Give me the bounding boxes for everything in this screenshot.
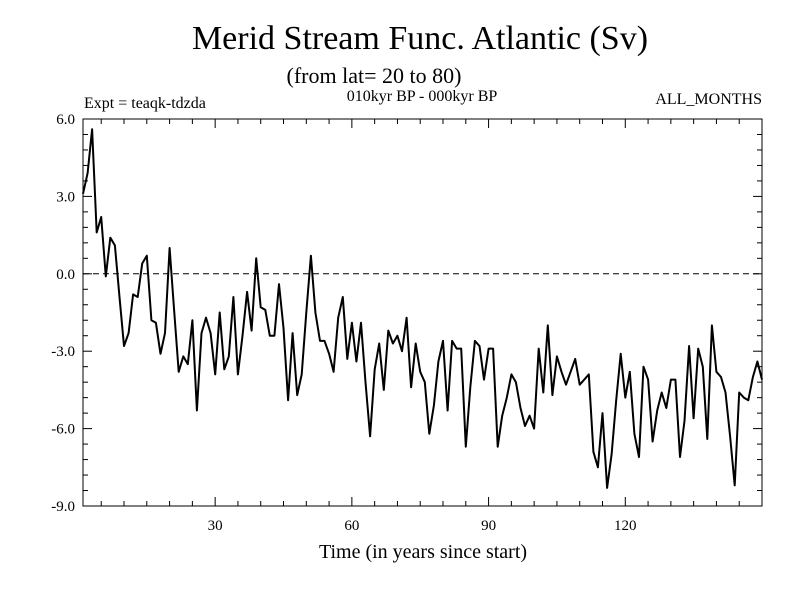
series-line xyxy=(82,128,763,489)
y-tick-label: -9.0 xyxy=(51,499,75,515)
x-tick-label: 120 xyxy=(614,518,637,534)
chart-title: Merid Stream Func. Atlantic (Sv) xyxy=(192,20,648,57)
plot-area: -9.0 -6.0 -3.0 0.0 3.0 6.0 30 60 90 120 xyxy=(51,112,763,534)
experiment-label: Expt = teaqk-tdzda xyxy=(84,95,206,112)
y-tick-label: -3.0 xyxy=(51,344,75,360)
plot-frame xyxy=(82,118,763,507)
x-tick-label: 30 xyxy=(208,518,223,534)
y-tick-label: -6.0 xyxy=(51,422,75,438)
chart-subtitle: (from lat= 20 to 80) xyxy=(287,63,462,88)
period-label: 010kyr BP - 000kyr BP xyxy=(347,88,498,105)
y-tick-label: 6.0 xyxy=(56,112,75,128)
months-label: ALL_MONTHS xyxy=(655,91,762,108)
x-tick-label: 60 xyxy=(344,518,359,534)
y-tick-label: 3.0 xyxy=(56,189,75,205)
y-tick-label: 0.0 xyxy=(56,267,75,283)
x-axis-label: Time (in years since start) xyxy=(319,541,527,563)
x-tick-label: 90 xyxy=(481,518,496,534)
